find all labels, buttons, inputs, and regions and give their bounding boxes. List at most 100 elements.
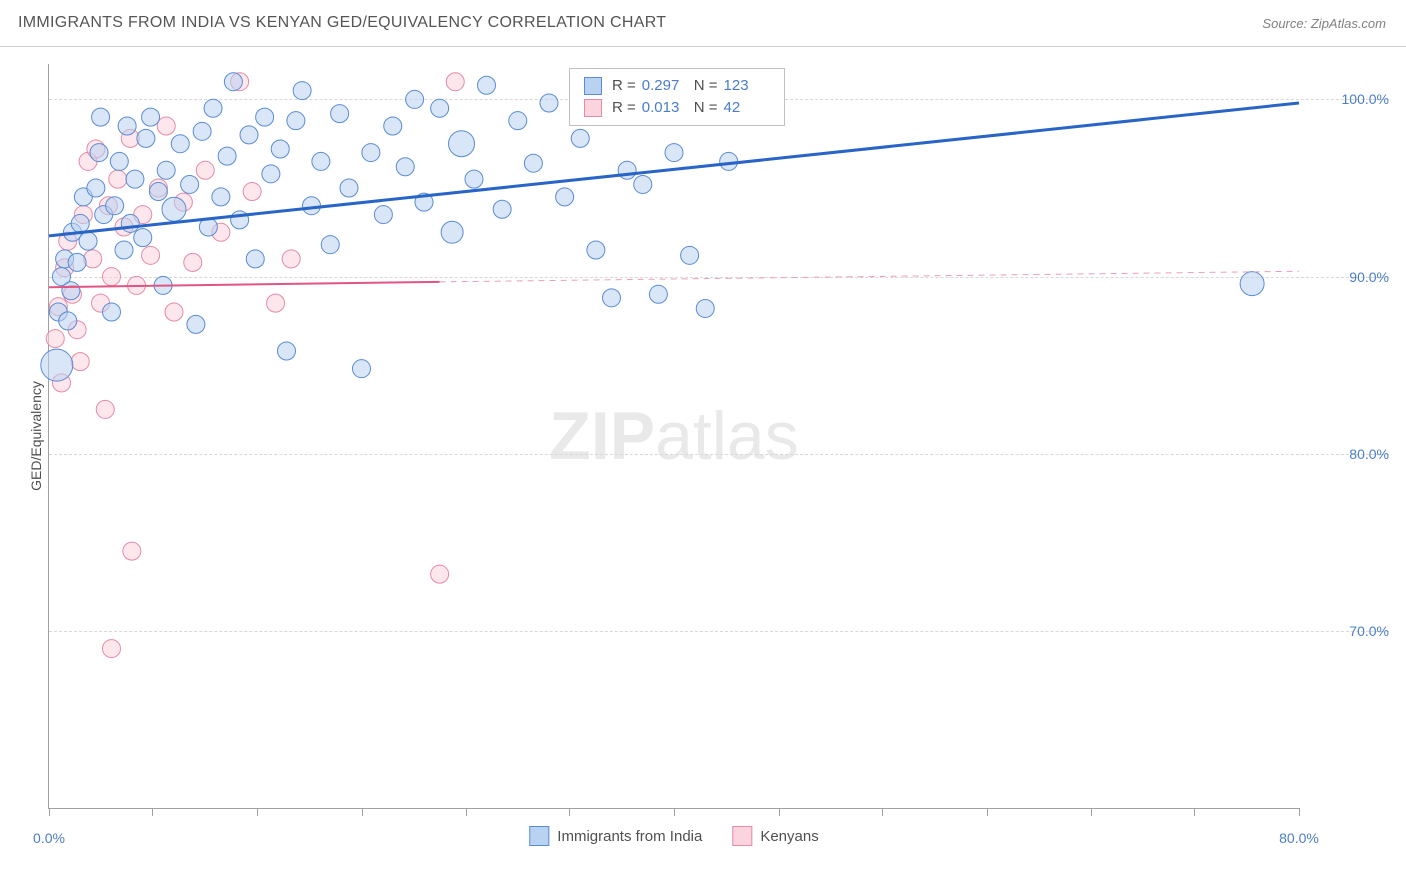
scatter-point-india — [256, 108, 274, 126]
scatter-point-kenya — [174, 193, 192, 211]
scatter-point-india — [571, 129, 589, 147]
scatter-point-india — [396, 158, 414, 176]
stats-n-label2: N = — [694, 97, 718, 119]
scatter-point-india — [649, 285, 667, 303]
scatter-point-india — [603, 289, 621, 307]
x-max-label: 80.0% — [1279, 830, 1319, 846]
stats-r-kenya: 0.013 — [642, 97, 688, 119]
scatter-point-india — [87, 179, 105, 197]
x-tick — [362, 808, 363, 816]
scatter-point-india — [524, 154, 542, 172]
scatter-point-kenya — [149, 179, 167, 197]
scatter-point-india — [449, 131, 475, 157]
scatter-point-india — [441, 221, 463, 243]
x-tick — [257, 808, 258, 816]
scatter-point-india — [618, 161, 636, 179]
scatter-point-india — [331, 105, 349, 123]
scatter-point-kenya — [134, 206, 152, 224]
scatter-point-kenya — [59, 232, 77, 250]
x-tick — [152, 808, 153, 816]
stats-box: R = 0.297 N = 123 R = 0.013 N = 42 — [569, 68, 785, 126]
scatter-point-india — [556, 188, 574, 206]
scatter-point-kenya — [128, 276, 146, 294]
scatter-point-kenya — [103, 640, 121, 658]
scatter-point-kenya — [282, 250, 300, 268]
scatter-point-india — [415, 193, 433, 211]
x-tick — [674, 808, 675, 816]
stats-n-label: N = — [694, 75, 718, 97]
stats-row-india: R = 0.297 N = 123 — [584, 75, 770, 97]
scatter-point-kenya — [142, 246, 160, 264]
scatter-point-kenya — [79, 152, 97, 170]
x-tick — [49, 808, 50, 816]
y-tick-label: 100.0% — [1309, 91, 1389, 107]
gridline — [49, 454, 1389, 455]
scatter-point-kenya — [121, 129, 139, 147]
scatter-point-kenya — [231, 73, 249, 91]
scatter-point-india — [137, 129, 155, 147]
scatter-point-india — [321, 236, 339, 254]
scatter-point-india — [720, 152, 738, 170]
scatter-point-india — [79, 232, 97, 250]
x-tick — [1194, 808, 1195, 816]
chart-header: IMMIGRANTS FROM INDIA VS KENYAN GED/EQUI… — [0, 0, 1406, 47]
scatter-point-kenya — [56, 259, 74, 277]
stats-r-label: R = — [612, 75, 636, 97]
scatter-point-india — [634, 175, 652, 193]
scatter-point-india — [540, 94, 558, 112]
scatter-point-kenya — [74, 206, 92, 224]
chart-plot-area: 70.0%80.0%90.0%100.0% ZIPatlas R = 0.297… — [48, 64, 1299, 809]
scatter-point-india — [240, 126, 258, 144]
scatter-point-india — [71, 214, 89, 232]
stats-n-kenya: 42 — [724, 97, 754, 119]
scatter-point-india — [262, 165, 280, 183]
scatter-point-india — [478, 76, 496, 94]
scatter-point-india — [110, 152, 128, 170]
scatter-point-kenya — [123, 542, 141, 560]
y-tick-label: 70.0% — [1309, 623, 1389, 639]
scatter-point-india — [92, 108, 110, 126]
scatter-point-kenya — [71, 353, 89, 371]
scatter-point-kenya — [92, 294, 110, 312]
scatter-point-kenya — [446, 73, 464, 91]
gridline — [49, 277, 1389, 278]
scatter-point-india — [118, 117, 136, 135]
scatter-point-india — [95, 206, 113, 224]
scatter-point-india — [246, 250, 264, 268]
scatter-point-kenya — [53, 374, 71, 392]
scatter-point-india — [431, 99, 449, 117]
scatter-point-kenya — [115, 218, 133, 236]
scatter-point-india — [218, 147, 236, 165]
x-tick — [569, 808, 570, 816]
scatter-point-india — [362, 144, 380, 162]
scatter-point-india — [41, 349, 73, 381]
watermark-bold: ZIP — [549, 398, 655, 474]
x-tick — [779, 808, 780, 816]
scatter-point-india — [374, 206, 392, 224]
scatter-point-kenya — [212, 223, 230, 241]
scatter-point-kenya — [184, 253, 202, 271]
scatter-point-kenya — [96, 400, 114, 418]
scatter-point-india — [681, 246, 699, 264]
scatter-point-kenya — [109, 170, 127, 188]
scatter-point-kenya — [243, 183, 261, 201]
source-value: ZipAtlas.com — [1311, 16, 1386, 31]
scatter-point-kenya — [84, 250, 102, 268]
x-tick — [987, 808, 988, 816]
scatter-point-kenya — [431, 565, 449, 583]
scatter-point-india — [293, 82, 311, 100]
scatter-point-india — [134, 229, 152, 247]
scatter-point-india — [384, 117, 402, 135]
scatter-point-kenya — [49, 298, 67, 316]
scatter-point-india — [68, 253, 86, 271]
scatter-point-india — [63, 223, 81, 241]
scatter-point-india — [199, 218, 217, 236]
scatter-point-india — [126, 170, 144, 188]
x-tick — [1299, 808, 1300, 816]
scatter-point-india — [187, 315, 205, 333]
scatter-point-india — [465, 170, 483, 188]
x-tick — [1091, 808, 1092, 816]
scatter-svg — [49, 64, 1389, 808]
scatter-point-india — [287, 112, 305, 130]
scatter-point-india — [278, 342, 296, 360]
